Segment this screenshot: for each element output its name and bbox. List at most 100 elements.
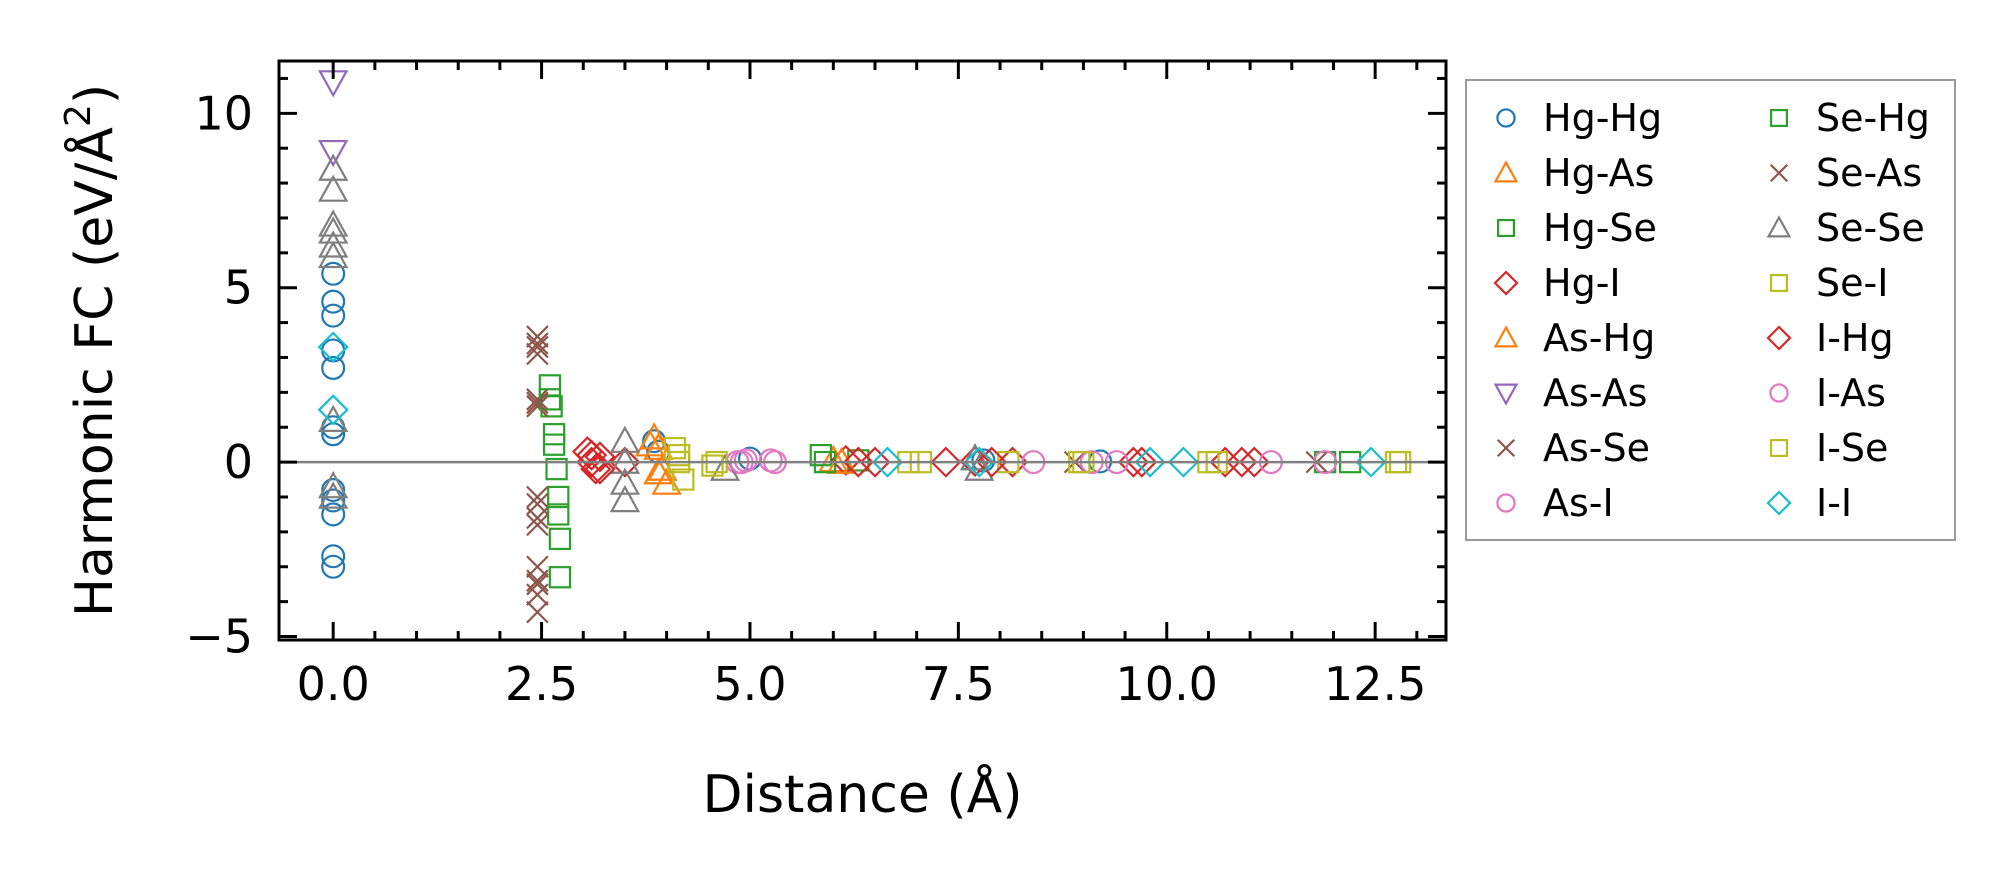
- data-point: [321, 502, 346, 527]
- data-point: [1117, 446, 1149, 478]
- data-point: [634, 429, 666, 457]
- data-point: [526, 395, 549, 418]
- series-se-i: [663, 436, 1412, 491]
- legend-label: Hg-I: [1543, 261, 1621, 305]
- tick-labels: 0.0 2.5 5.0 7.5 10.0 12.5 −5 0 5 10: [185, 86, 1426, 711]
- data-point: [526, 485, 549, 509]
- data-point: [318, 481, 349, 509]
- x-tick-label: 10.0: [1116, 657, 1218, 711]
- legend-marker: [1496, 218, 1516, 238]
- data-point: [318, 404, 349, 432]
- legend-item: Hg-Hg: [1496, 96, 1662, 140]
- legend-marker: [1493, 383, 1519, 406]
- data-point: [526, 513, 549, 537]
- legend-item: Se-As: [1769, 151, 1922, 195]
- legend-marker: [1769, 438, 1789, 458]
- data-point: [663, 436, 687, 460]
- data-point: [758, 448, 783, 473]
- data-point: [584, 441, 616, 473]
- legend-label: I-Hg: [1816, 316, 1894, 360]
- data-point: [318, 209, 349, 237]
- legend-item: Se-Hg: [1769, 96, 1930, 140]
- data-point: [548, 527, 572, 551]
- y-axis-title-close: ): [65, 84, 125, 104]
- series-i-i: [317, 331, 1387, 478]
- legend-label: As-As: [1543, 371, 1647, 415]
- data-point: [321, 355, 346, 380]
- legend-box: [1465, 79, 1956, 541]
- data-point: [576, 439, 608, 471]
- legend-marker: [1769, 108, 1789, 128]
- legend-item: I-Se: [1769, 426, 1888, 470]
- data-point: [609, 446, 641, 474]
- data-point: [701, 454, 724, 477]
- data-point: [321, 477, 346, 503]
- data-point: [318, 174, 349, 202]
- legend-marker: [1496, 108, 1516, 128]
- data-point: [318, 470, 349, 499]
- legend-marker: [1766, 215, 1792, 238]
- data-markers: [317, 70, 1412, 624]
- data-point: [1355, 446, 1387, 478]
- legend-label: Se-Hg: [1816, 96, 1930, 140]
- series-se-hg: [538, 388, 1362, 589]
- legend-item: I-I: [1766, 481, 1852, 525]
- legend-label: Se-As: [1816, 151, 1922, 195]
- data-point: [318, 240, 349, 269]
- data-point: [643, 457, 674, 485]
- x-tick-label: 2.5: [505, 657, 578, 711]
- legend-item: As-Se: [1496, 426, 1650, 470]
- legend-marker: [1766, 490, 1792, 516]
- data-point: [317, 331, 349, 363]
- data-point: [318, 139, 349, 168]
- data-point: [526, 342, 549, 366]
- legend-label: Se-I: [1816, 261, 1888, 305]
- legend-label: Hg-Se: [1543, 206, 1657, 250]
- data-point: [871, 446, 904, 478]
- data-point: [526, 600, 549, 624]
- data-point: [547, 503, 570, 526]
- x-tick-label: 7.5: [922, 657, 995, 711]
- data-point: [321, 338, 346, 363]
- data-point: [545, 457, 568, 481]
- x-axis-title: Distance (Å): [702, 763, 1022, 825]
- legend-label: Hg-As: [1543, 151, 1654, 195]
- series-as-as: [318, 70, 349, 168]
- data-point: [609, 484, 641, 513]
- legend-label: As-Hg: [1543, 316, 1655, 360]
- legend-label: I-Se: [1816, 426, 1888, 470]
- data-point: [321, 488, 346, 513]
- legend-label: I-I: [1816, 481, 1852, 525]
- data-point: [1226, 446, 1258, 478]
- legend-item: I-As: [1769, 371, 1886, 415]
- y-tick-label: 5: [224, 261, 253, 315]
- legend-marker: [1493, 325, 1519, 348]
- y-tick-label: 0: [224, 435, 253, 489]
- data-point: [526, 332, 549, 355]
- data-point: [526, 391, 549, 415]
- data-point: [526, 572, 549, 596]
- legend-item: Hg-As: [1493, 151, 1654, 195]
- data-point: [317, 394, 349, 426]
- data-point: [321, 544, 346, 569]
- legend-marker: [1493, 270, 1519, 296]
- data-point: [609, 446, 641, 478]
- data-point: [318, 230, 349, 258]
- data-point: [1209, 446, 1241, 478]
- data-point: [609, 425, 641, 453]
- legend-item: Se-I: [1769, 261, 1888, 305]
- x-tick-label: 0.0: [297, 657, 370, 711]
- data-point: [672, 468, 695, 491]
- legend-marker: [1769, 163, 1789, 183]
- data-point: [963, 446, 995, 478]
- y-axis-title: Harmonic FC (eV/Å2): [58, 84, 125, 617]
- legend-label: Se-Se: [1816, 206, 1925, 250]
- legend-label: Hg-Hg: [1543, 96, 1662, 140]
- data-point: [321, 261, 346, 286]
- legend-item: As-As: [1493, 371, 1647, 415]
- data-point: [318, 153, 349, 181]
- data-point: [526, 388, 549, 411]
- data-point: [930, 446, 962, 478]
- legend-item: As-I: [1496, 481, 1614, 525]
- data-point: [996, 446, 1029, 478]
